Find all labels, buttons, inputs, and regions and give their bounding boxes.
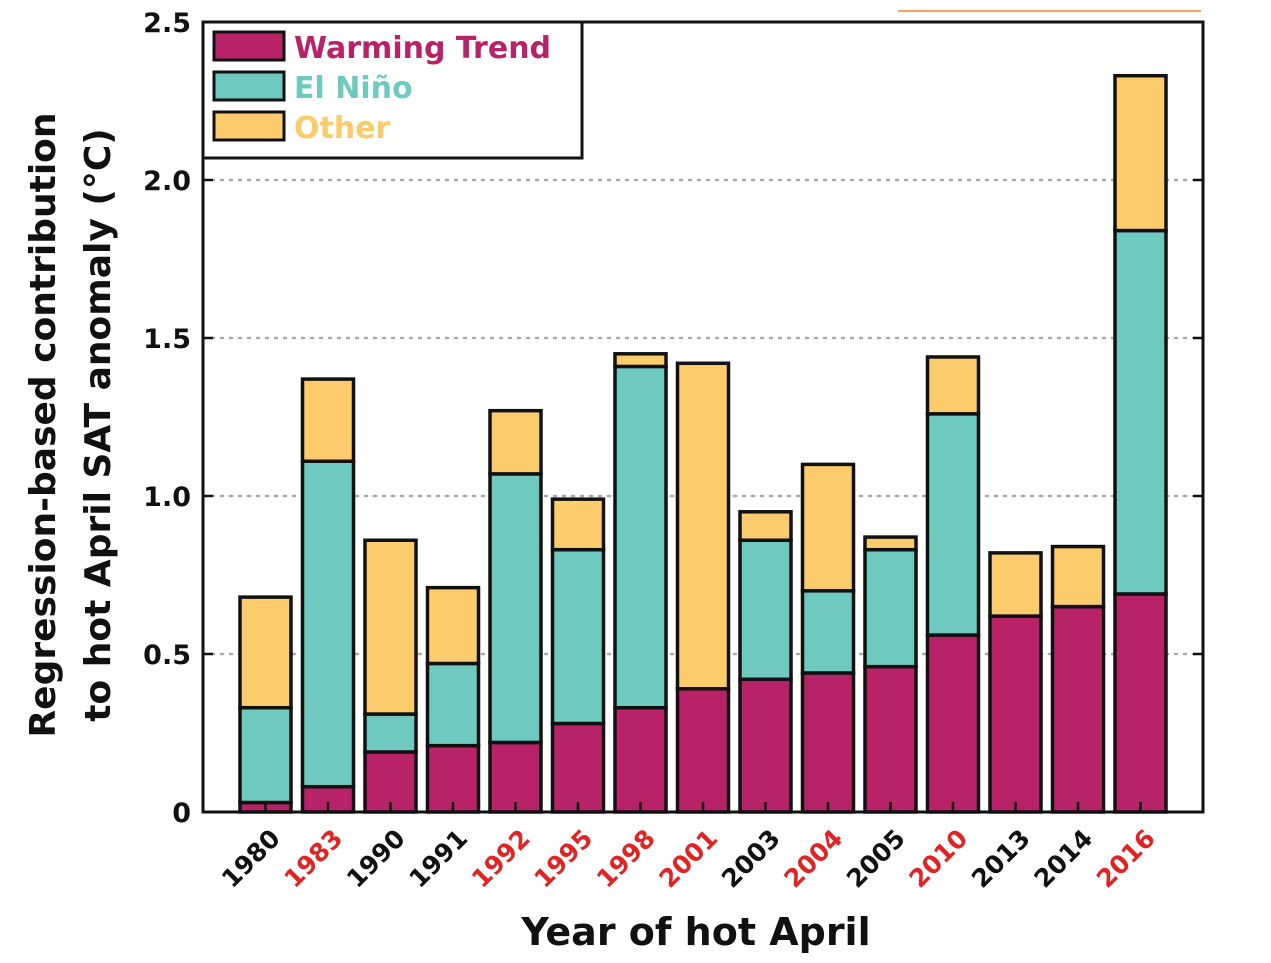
legend-swatch-el-ni-o: [212, 70, 286, 102]
x-category-label-1983: 1983: [279, 824, 349, 894]
y-axis: 0 0.5 1.0 1.5 2.0 2.5: [143, 8, 1203, 829]
bar-segment-other-2014: [1050, 544, 1106, 609]
y-axis-title-2: to hot April SAT anomaly (°C): [78, 128, 119, 721]
bar-segment-other-1998: [613, 352, 668, 369]
bar-segment-el-ni-o-1990: [363, 712, 418, 754]
bar-segment-el-ni-o-2004: [800, 589, 856, 675]
y-tick-label: 2.5: [143, 8, 191, 39]
x-category-label-2001: 2001: [654, 824, 724, 894]
bar-segment-other-2016: [1113, 73, 1168, 233]
legend-label-other: Other: [294, 111, 391, 146]
bar-segment-warming-trend-1991: [425, 743, 481, 814]
bar-segment-other-1991: [425, 585, 481, 666]
x-category-label-1980: 1980: [216, 824, 286, 894]
x-axis: 1980198319901991199219951998200120032004…: [216, 802, 1161, 893]
bar-segment-el-ni-o-2016: [1113, 228, 1168, 596]
bar-segment-warming-trend-1998: [613, 705, 668, 814]
y-tick-label: 1.0: [143, 482, 191, 513]
x-category-label-1992: 1992: [466, 824, 536, 894]
y-axis-title: Regression-based contribution: [23, 112, 64, 737]
legend: Warming Trend El Niño Other: [201, 20, 584, 160]
bar-segment-other-1983: [300, 377, 356, 463]
y-tick-label: 2.0: [143, 166, 191, 197]
y-axis-title-line2: to hot April SAT anomaly (°C): [78, 128, 119, 721]
bar-segment-warming-trend-1995: [550, 721, 606, 814]
x-category-label-2004: 2004: [779, 824, 849, 894]
legend-label-warming-trend: Warming Trend: [294, 31, 551, 66]
x-category-label-1990: 1990: [341, 824, 411, 894]
bar-segment-el-ni-o-1991: [425, 661, 481, 748]
bar-segment-other-1995: [550, 497, 606, 552]
x-axis-title: Year of hot April: [520, 910, 870, 954]
bar-segment-other-2001: [675, 361, 731, 691]
bar-segment-warming-trend-2005: [863, 664, 918, 814]
bar-segment-other-1980: [238, 595, 293, 710]
x-category-label-2005: 2005: [841, 824, 911, 894]
x-category-label-1995: 1995: [529, 824, 599, 894]
legend-swatch-warming-trend: [212, 30, 286, 62]
bar-segment-el-ni-o-1995: [550, 547, 606, 726]
legend-label-el-ni-o: El Niño: [294, 71, 413, 106]
bar-segment-warming-trend-1992: [488, 740, 543, 814]
bar-segment-el-ni-o-1983: [300, 459, 356, 789]
y-axis-title-line1: Regression-based contribution: [23, 112, 64, 737]
bar-segment-other-2013: [988, 551, 1043, 618]
bar-segment-other-1990: [363, 538, 418, 716]
x-category-label-1998: 1998: [591, 824, 661, 894]
plot-frame: [201, 20, 1205, 814]
x-category-label-2010: 2010: [904, 824, 974, 894]
bar-segment-warming-trend-2003: [738, 677, 793, 814]
bar-segment-other-2003: [738, 510, 793, 542]
bars-group: [238, 73, 1168, 814]
x-category-label-2014: 2014: [1029, 824, 1099, 894]
bar-segment-el-ni-o-2005: [863, 547, 918, 669]
x-category-label-2013: 2013: [966, 824, 1036, 894]
bar-segment-el-ni-o-2010: [925, 412, 981, 637]
bar-segment-el-ni-o-1992: [488, 472, 543, 745]
bar-segment-other-2010: [925, 355, 981, 416]
bar-segment-other-2004: [800, 462, 856, 593]
bar-segment-warming-trend-2001: [675, 687, 731, 814]
bar-segment-warming-trend-2004: [800, 671, 856, 814]
bar-segment-el-ni-o-2003: [738, 538, 793, 682]
bar-segment-other-2005: [863, 535, 918, 552]
y-tick-label: 0: [172, 798, 191, 829]
y-tick-label: 0.5: [143, 640, 191, 671]
bar-segment-warming-trend-2014: [1050, 604, 1106, 814]
bar-segment-warming-trend-2016: [1113, 592, 1168, 814]
legend-swatch-other: [212, 110, 286, 142]
bar-segment-other-1992: [488, 408, 543, 476]
x-category-label-1991: 1991: [404, 824, 474, 894]
x-category-label-2003: 2003: [716, 824, 786, 894]
bar-segment-warming-trend-2010: [925, 633, 981, 814]
bar-segment-el-ni-o-1998: [613, 364, 668, 710]
x-category-label-2016: 2016: [1091, 824, 1161, 894]
y-tick-label: 1.5: [143, 324, 191, 355]
bar-segment-warming-trend-2013: [988, 614, 1043, 814]
bar-segment-el-ni-o-1980: [238, 705, 293, 805]
